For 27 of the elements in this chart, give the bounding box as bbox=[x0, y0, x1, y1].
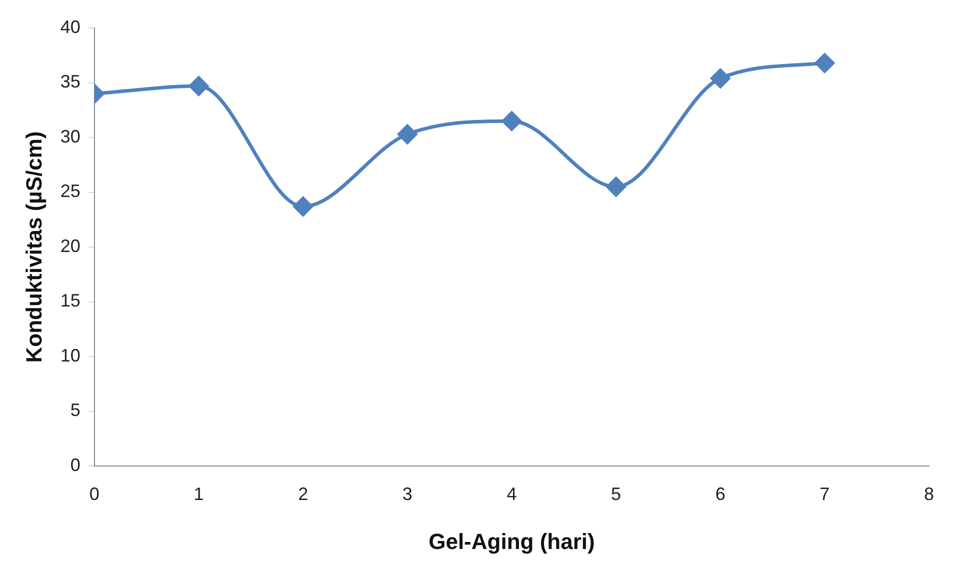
x-tick-label: 7 bbox=[820, 484, 830, 504]
x-tick-label: 5 bbox=[611, 484, 622, 504]
x-tick-label: 6 bbox=[715, 484, 726, 504]
x-tick-label: 0 bbox=[89, 484, 100, 504]
x-tick-label: 1 bbox=[194, 484, 204, 504]
y-axis-title: Konduktivitas (µS/cm) bbox=[21, 131, 46, 363]
x-tick-label: 3 bbox=[402, 484, 412, 504]
y-tick-label: 0 bbox=[70, 454, 80, 475]
point bbox=[814, 53, 834, 73]
point bbox=[502, 111, 522, 131]
y-tick-label: 35 bbox=[60, 72, 80, 92]
point bbox=[188, 76, 208, 96]
y-tick-label: 20 bbox=[60, 236, 80, 256]
y-tick-label: 15 bbox=[60, 290, 80, 311]
point bbox=[293, 196, 313, 216]
y-tick-label: 5 bbox=[70, 400, 80, 420]
point bbox=[710, 68, 730, 88]
point bbox=[606, 177, 626, 197]
y-tick-label: 10 bbox=[60, 345, 80, 366]
y-tick-label: 40 bbox=[60, 16, 80, 37]
y-tick-label: 30 bbox=[60, 126, 80, 146]
point bbox=[398, 124, 418, 144]
x-tick-label: 4 bbox=[506, 484, 517, 504]
x-axis-title: Gel-Aging (hari) bbox=[428, 528, 595, 554]
y-tick-label: 25 bbox=[60, 181, 80, 202]
x-tick-label: 2 bbox=[298, 484, 308, 504]
x-tick-label: 8 bbox=[924, 484, 934, 504]
